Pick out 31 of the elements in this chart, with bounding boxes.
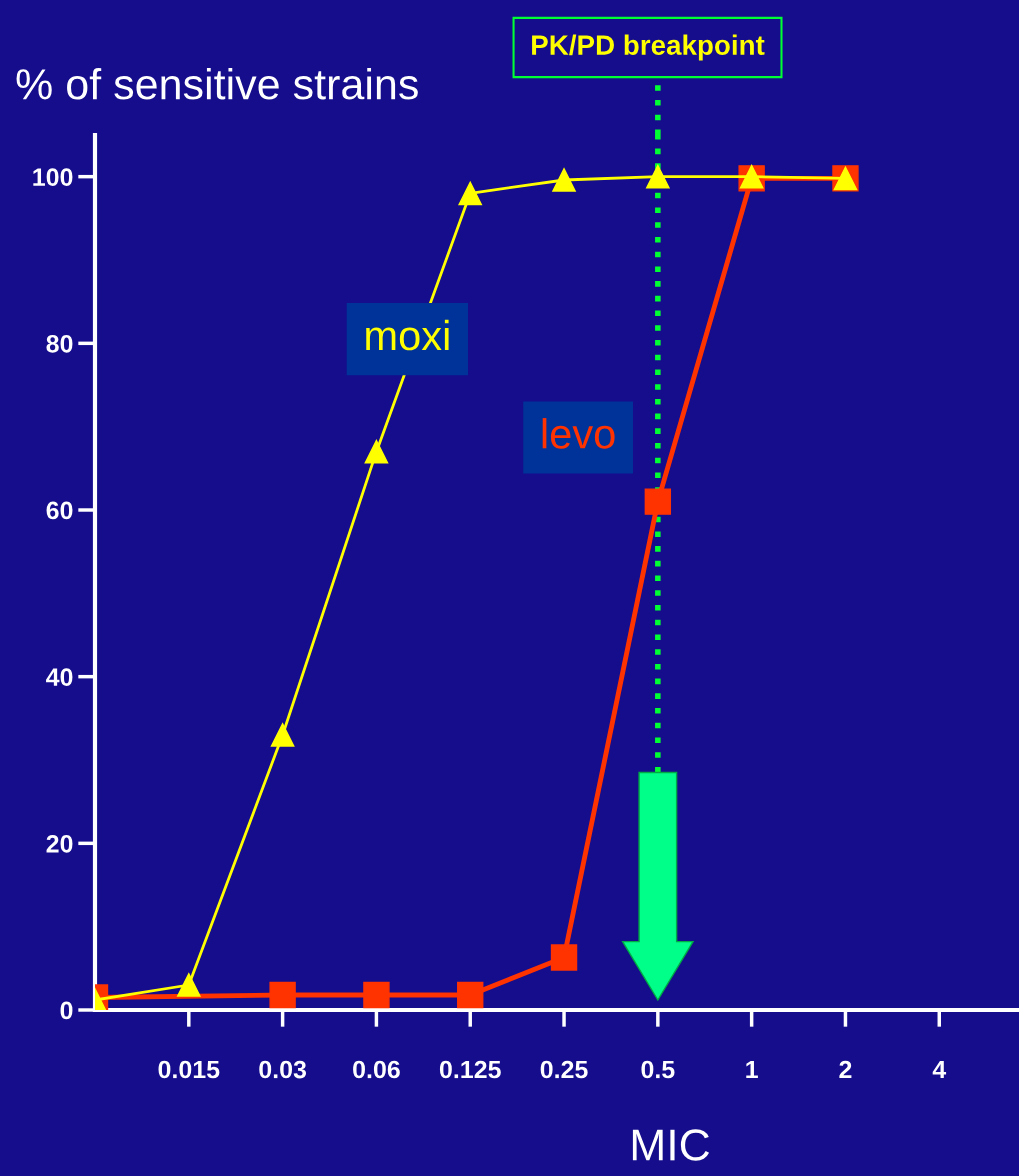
y-tick-label: 100 (33, 168, 73, 186)
point (177, 973, 201, 997)
x-tick-label: 0.06 (353, 1060, 400, 1079)
series-label: levo (542, 418, 615, 449)
point (364, 439, 389, 464)
point (646, 164, 670, 189)
x-tick-label: 0.5 (641, 1060, 675, 1079)
y-axis-title: % of sensitive strains (16, 67, 418, 100)
point (363, 981, 390, 1009)
x-tick-label: 0.125 (439, 1060, 501, 1079)
x-tick-label: 4 (932, 1060, 947, 1079)
x-tick-label: 2 (839, 1060, 852, 1079)
point (644, 488, 672, 515)
y-tick-label: 40 (46, 668, 73, 686)
x-tick-label: 1 (746, 1060, 758, 1079)
point (552, 168, 576, 192)
point (458, 181, 483, 206)
x-tick-label: 0.015 (158, 1060, 220, 1079)
point (457, 981, 484, 1009)
ref-line-label: PK/PD breakpoint (532, 34, 765, 61)
y-tick-label: 20 (46, 834, 73, 853)
y-tick-label: 80 (46, 334, 73, 353)
x-axis-title: MIC (632, 1129, 710, 1161)
point (270, 723, 295, 747)
point (550, 944, 578, 971)
x-tick-label: 0.25 (540, 1060, 588, 1079)
x-tick-label: 0.03 (259, 1060, 307, 1079)
series-label: moxi (366, 319, 449, 351)
point (269, 981, 296, 1009)
y-tick-label: 60 (46, 501, 73, 520)
y-tick-label: 0 (60, 1001, 73, 1020)
